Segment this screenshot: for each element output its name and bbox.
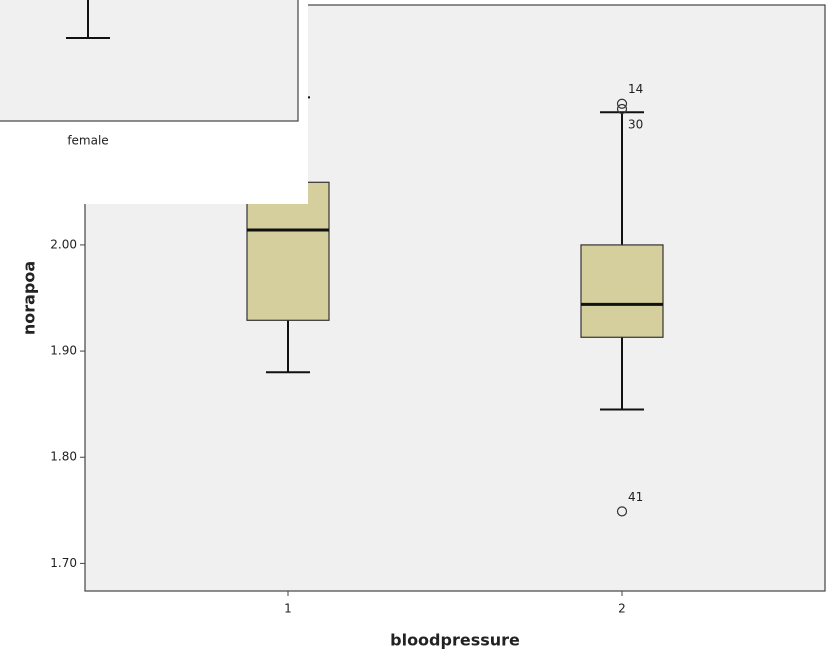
- y-axis-label: norapoa: [20, 261, 39, 335]
- outlier-label: 14: [628, 82, 643, 96]
- outlier: [616, 103, 628, 115]
- outlier-label: 30: [628, 118, 643, 132]
- outlier-label: 41: [628, 490, 643, 504]
- x-axis-label: bloodpressure: [390, 631, 520, 650]
- box: [246, 181, 330, 321]
- overlay-category: female: [67, 134, 108, 148]
- y-tick-label: 1.70: [50, 556, 77, 570]
- y-tick-label: 1.90: [50, 344, 77, 358]
- outlier: [616, 98, 628, 109]
- x-tick-label: 2: [618, 602, 626, 616]
- outlier: [616, 506, 628, 517]
- y-tick-label: 1.80: [50, 450, 77, 464]
- overlay-plot: [0, 0, 299, 122]
- y-tick-label: 2.00: [50, 237, 77, 251]
- box: [580, 244, 664, 338]
- x-tick-label: 1: [284, 602, 292, 616]
